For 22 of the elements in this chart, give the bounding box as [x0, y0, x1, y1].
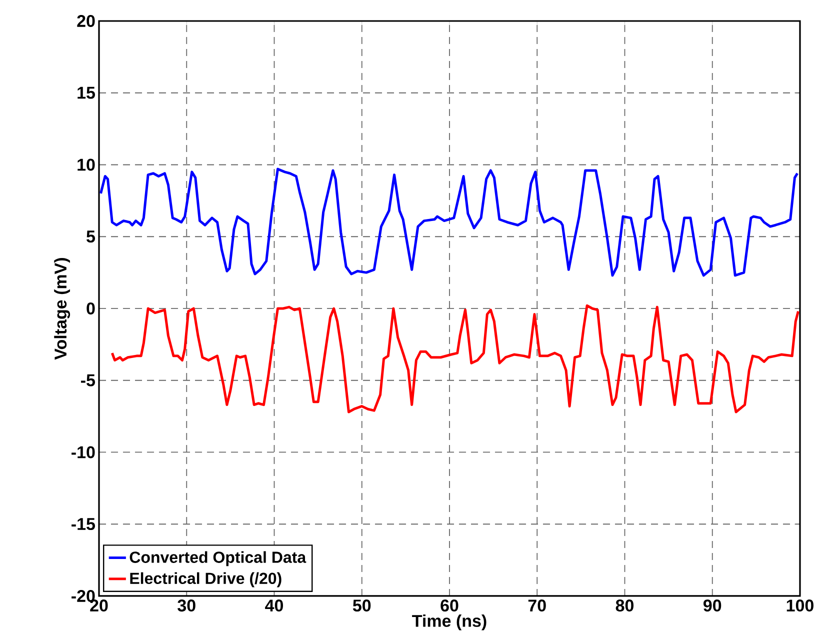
x-axis-title: Time (ns) — [412, 614, 486, 630]
y-tick-label: 15 — [78, 86, 95, 99]
x-tick-label: 40 — [265, 600, 283, 612]
x-tick-label: 50 — [352, 600, 371, 612]
x-tick-label: 70 — [528, 600, 546, 612]
x-tick-label: 30 — [178, 600, 196, 612]
y-tick-label: -5 — [81, 374, 96, 386]
x-tick-label: 60 — [440, 600, 458, 612]
x-tick-label: 100 — [786, 600, 814, 612]
y-tick-label: 5 — [86, 230, 96, 243]
y-tick-label: 10 — [78, 158, 95, 171]
y-tick-label: 20 — [77, 14, 95, 28]
y-tick-label: 0 — [86, 302, 95, 315]
line-series — [100, 168, 799, 277]
y-tick-label: -15 — [72, 518, 95, 530]
y-tick-label: -10 — [72, 446, 95, 458]
y-axis-title: Voltage (mV) — [54, 258, 70, 360]
x-tick-label: 90 — [704, 600, 722, 612]
y-tick-label: -20 — [72, 590, 95, 602]
legend-label: Electrical Drive (/20) — [130, 572, 282, 588]
x-tick-label: 80 — [616, 600, 634, 612]
legend-label: Converted Optical Data — [130, 551, 306, 566]
